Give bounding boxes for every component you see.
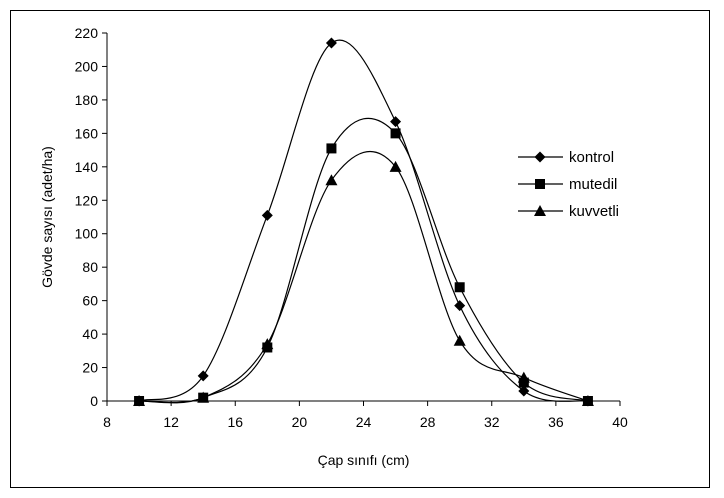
- y-tick-label: 20: [82, 360, 98, 376]
- plot-area: 0 20 40 60 80 100 120 140 160 180 200 220 8 12 16 20 24 2…: [75, 25, 628, 430]
- y-tick-label: 140: [75, 159, 99, 175]
- data-point-mutedil: [390, 128, 401, 139]
- data-point-kontrol: [325, 37, 337, 49]
- series-line-kontrol: [138, 39, 589, 402]
- data-point-kuvvetli: [581, 395, 594, 406]
- x-tick-label: 16: [227, 414, 243, 430]
- legend-marker-mutedil: [535, 179, 545, 189]
- x-axis-title: Çap sınıfı (cm): [318, 452, 410, 468]
- data-point-kuvvetli: [325, 174, 338, 186]
- legend-label-mutedil: mutedil: [569, 176, 617, 193]
- y-tick-label: 0: [90, 393, 98, 409]
- data-point-kuvvetli: [389, 160, 402, 172]
- data-point-kontrol: [390, 116, 402, 128]
- data-point-kuvvetli: [197, 391, 210, 403]
- data-point-kontrol: [518, 385, 530, 397]
- y-tick-label: 100: [75, 226, 99, 242]
- data-point-mutedil: [326, 143, 337, 154]
- chart-frame: [10, 10, 710, 488]
- y-tick-label: 160: [75, 125, 99, 141]
- data-point-kuvvetli: [133, 395, 146, 406]
- x-tick-label: 32: [484, 414, 500, 430]
- data-point-kuvvetli: [517, 371, 530, 383]
- data-point-mutedil: [518, 377, 529, 388]
- x-tick-label: 12: [163, 414, 179, 430]
- x-tick-label: 40: [612, 414, 628, 430]
- x-tick-label: 8: [103, 414, 111, 430]
- legend-label-kuvvetli: kuvvetli: [569, 203, 619, 220]
- data-point-kontrol: [261, 209, 273, 221]
- data-point-kontrol: [197, 370, 209, 382]
- y-tick-label: 180: [75, 92, 99, 108]
- x-tick-label: 24: [356, 414, 372, 430]
- y-tick-label: 120: [75, 192, 99, 208]
- series-line-mutedil: [139, 117, 589, 404]
- x-tick-label: 28: [420, 414, 436, 430]
- x-tick-label: 20: [292, 414, 308, 430]
- x-tick-label: 36: [548, 414, 564, 430]
- data-point-kontrol: [454, 300, 466, 312]
- data-point-kuvvetli: [261, 338, 274, 350]
- legend-label-kontrol: kontrol: [569, 149, 614, 166]
- y-tick-label: 200: [75, 58, 99, 74]
- y-tick-label: 80: [82, 259, 98, 275]
- data-point-mutedil: [454, 282, 465, 293]
- y-tick-label: 40: [82, 326, 98, 342]
- legend: kontrol mutedil kuvvetli: [518, 149, 619, 220]
- legend-marker-kontrol: [534, 151, 546, 163]
- y-tick-label: 220: [75, 25, 99, 41]
- y-axis-title: Gövde sayısı (adet/ha): [39, 146, 55, 288]
- series-line-kuvvetli: [139, 150, 589, 404]
- data-point-kuvvetli: [453, 334, 466, 346]
- y-tick-label: 60: [82, 293, 98, 309]
- legend-marker-kuvvetli: [534, 205, 546, 216]
